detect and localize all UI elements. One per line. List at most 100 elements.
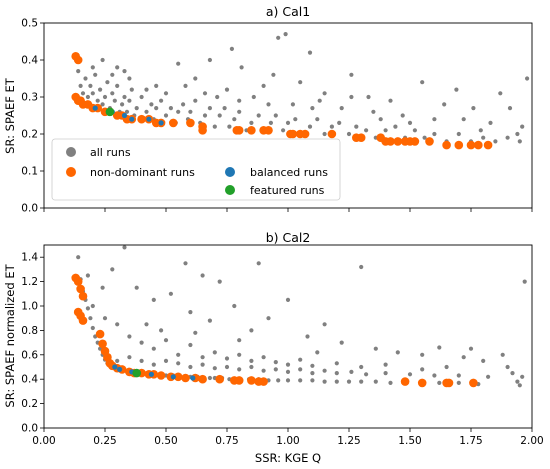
point-all-runs-128: [505, 364, 510, 370]
panel-a-points: [71, 31, 530, 150]
point-all-runs-83: [127, 334, 132, 339]
point-all-runs-64: [354, 124, 359, 129]
legend-entry-all-runs: all runs: [66, 146, 131, 159]
panel-b-title: b) Cal2: [266, 230, 311, 245]
point-all-runs-47: [373, 379, 378, 384]
y-tick-label: 0.4: [21, 55, 38, 67]
y-tick-label: 0.8: [21, 325, 38, 337]
y-tick-label: 0.5: [21, 18, 38, 30]
x-tick-label: 1.75: [459, 435, 482, 447]
point-non-dominant-runs-27: [264, 126, 273, 135]
legend-label-all-runs: all runs: [90, 146, 131, 159]
point-all-runs-85: [202, 91, 208, 96]
x-tick-label: 0.00: [32, 435, 55, 447]
point-all-runs-53: [273, 113, 278, 118]
point-non-dominant-runs-20: [186, 118, 195, 128]
point-non-dominant-runs-47: [483, 140, 493, 150]
point-all-runs-100: [359, 364, 364, 370]
y-tick-label: 0.2: [21, 398, 38, 410]
point-all-runs-40: [285, 378, 291, 383]
point-all-runs-92: [237, 352, 242, 357]
y-tick-label: 0.2: [21, 129, 38, 141]
point-all-runs-71: [422, 135, 427, 140]
point-all-runs-130: [515, 379, 520, 384]
point-all-runs-54: [281, 128, 286, 133]
point-all-runs-59: [315, 117, 320, 122]
point-all-runs-66: [261, 368, 266, 373]
point-all-runs-124: [100, 57, 105, 63]
point-all-runs-81: [110, 72, 115, 77]
point-all-runs-88: [251, 94, 256, 100]
point-all-runs-99: [334, 361, 339, 366]
point-all-runs-9: [100, 102, 105, 107]
point-balanced-runs-0: [112, 364, 118, 370]
point-all-runs-133: [517, 383, 522, 388]
point-all-runs-142: [315, 350, 320, 355]
point-all-runs-78: [505, 135, 510, 140]
point-all-runs-119: [349, 94, 354, 100]
point-all-runs-119: [339, 340, 344, 345]
panel-b-ticks: 0.00 0.25 0.50 0.75 1.00 1.25 1.50 1.75 2.00 0.0 0…: [21, 252, 543, 447]
point-all-runs-84: [139, 340, 144, 345]
point-all-runs-32: [168, 106, 173, 111]
point-balanced-runs-5: [158, 120, 164, 126]
point-all-runs-129: [317, 98, 322, 103]
point-all-runs-55: [127, 355, 132, 360]
point-all-runs-61: [200, 362, 205, 367]
point-all-runs-122: [395, 350, 400, 355]
point-all-runs-81: [102, 316, 108, 321]
legend-label-featured-runs: featured runs: [250, 184, 325, 197]
point-all-runs-106: [134, 285, 139, 290]
point-all-runs-43: [322, 379, 327, 384]
x-tick-label: 0.75: [215, 435, 238, 447]
point-all-runs-71: [322, 368, 327, 373]
point-all-runs-29: [154, 106, 159, 111]
point-all-runs-58: [163, 358, 169, 363]
point-non-dominant-runs-41: [410, 137, 420, 146]
x-tick-label: 0.25: [93, 435, 116, 447]
point-all-runs-140: [193, 330, 198, 335]
point-all-runs-6: [90, 325, 95, 331]
point-all-runs-39: [276, 378, 281, 383]
point-non-dominant-runs-15: [137, 114, 146, 124]
panel-b-points: [71, 245, 527, 388]
point-all-runs-137: [159, 328, 164, 333]
point-all-runs-131: [520, 374, 525, 379]
point-all-runs-88: [188, 342, 193, 348]
point-all-runs-87: [176, 352, 181, 357]
point-all-runs-93: [249, 358, 254, 363]
point-all-runs-122: [115, 65, 120, 70]
point-all-runs-31: [163, 113, 169, 118]
point-all-runs-48: [388, 380, 393, 385]
point-all-runs-77: [493, 139, 498, 144]
point-all-runs-120: [193, 76, 198, 81]
point-all-runs-114: [420, 80, 425, 85]
point-all-runs-113: [249, 328, 254, 333]
point-all-runs-116: [285, 297, 291, 302]
point-all-runs-0: [76, 255, 81, 260]
point-all-runs-74: [364, 372, 369, 377]
panel-b-xlabel: SSR: KGE Q: [255, 451, 321, 465]
point-all-runs-121: [373, 346, 378, 351]
point-all-runs-63: [224, 364, 230, 370]
point-all-runs-87: [237, 98, 242, 103]
y-tick-label: 0.3: [21, 92, 38, 104]
point-all-runs-97: [298, 357, 303, 362]
point-all-runs-138: [100, 285, 105, 290]
point-balanced-runs-2: [121, 112, 128, 119]
point-all-runs-120: [359, 264, 364, 270]
point-non-dominant-runs-20: [156, 371, 166, 380]
point-all-runs-24: [139, 94, 144, 100]
point-all-runs-5: [88, 316, 93, 321]
point-non-dominant-runs-22: [173, 372, 183, 382]
point-all-runs-110: [276, 35, 281, 40]
point-non-dominant-runs-43: [442, 140, 451, 150]
point-all-runs-127: [215, 94, 220, 100]
point-all-runs-56: [139, 358, 144, 363]
point-all-runs-13: [110, 91, 115, 96]
panel-b-ylabel: SR: SPAEF normalized ET: [3, 263, 17, 407]
y-tick-label: 0.1: [21, 166, 38, 178]
point-all-runs-105: [366, 94, 371, 100]
point-non-dominant-runs-24: [234, 126, 244, 135]
